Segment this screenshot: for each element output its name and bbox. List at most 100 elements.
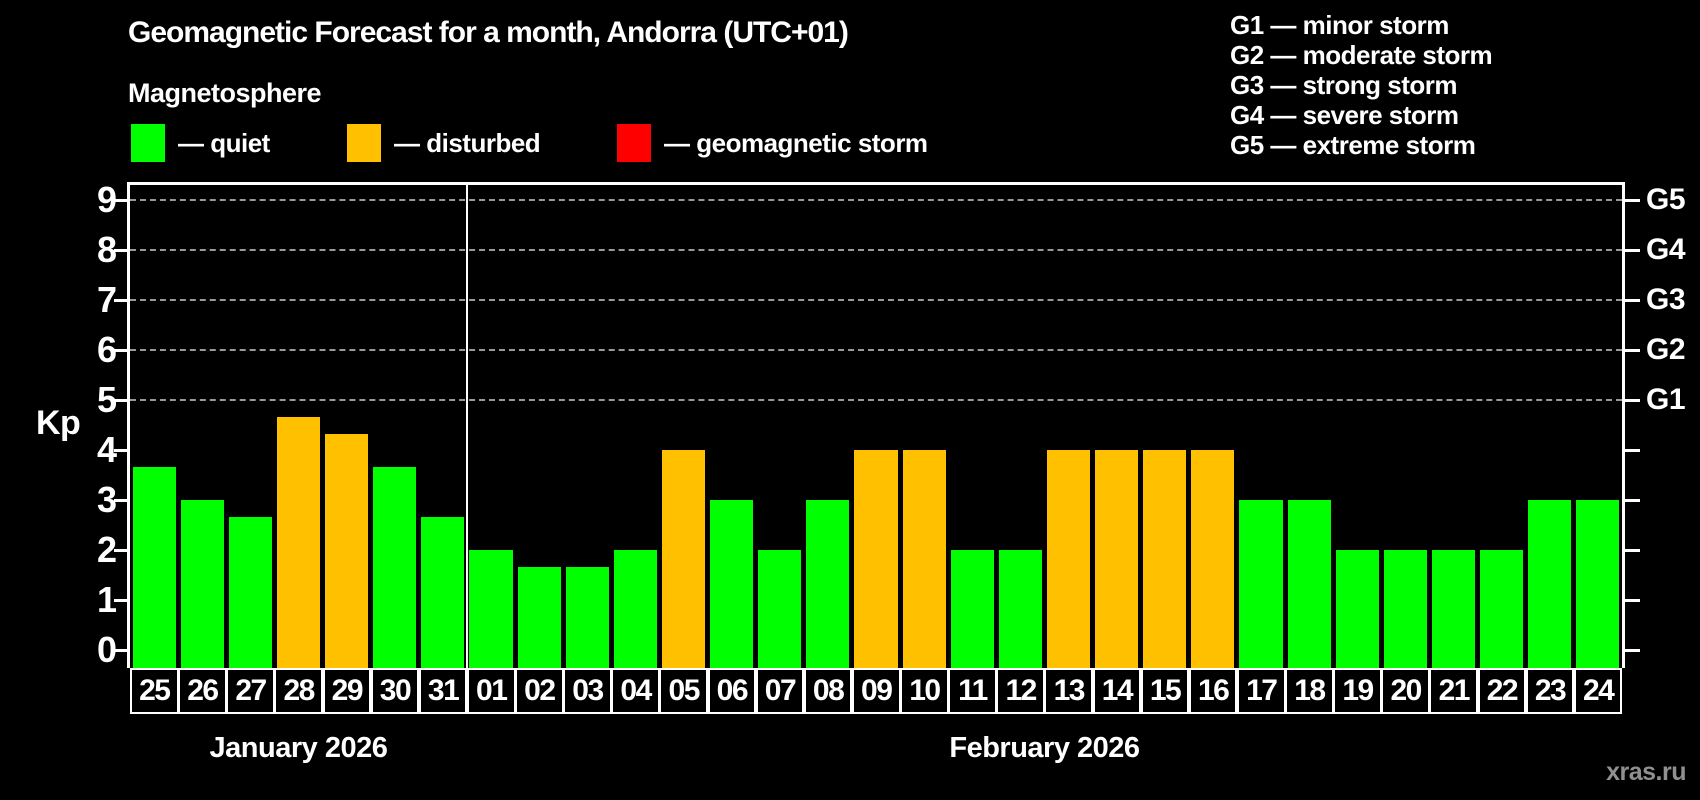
y-tick-label-3: 3 bbox=[96, 479, 117, 520]
day-label-25: 25 bbox=[130, 668, 179, 714]
kp-bar-day-13 bbox=[1046, 450, 1091, 668]
kp-bar-day-26 bbox=[180, 500, 224, 668]
day-label-14: 14 bbox=[1092, 668, 1142, 714]
legend-item-quiet: — quiet bbox=[131, 123, 270, 163]
day-label-10: 10 bbox=[900, 668, 949, 714]
kp-bar-day-18 bbox=[1287, 500, 1331, 668]
y-tick-label-0: 0 bbox=[96, 629, 117, 670]
kp-bar-day-08 bbox=[806, 500, 850, 668]
kp-bar-day-10 bbox=[902, 450, 946, 668]
y-axis-tick-right bbox=[1625, 399, 1640, 402]
page-title: Geomagnetic Forecast for a month, Andorr… bbox=[128, 16, 849, 49]
y-axis-tick-right bbox=[1625, 649, 1640, 652]
day-label-06: 06 bbox=[707, 668, 757, 714]
y-axis-tick-left bbox=[114, 499, 127, 502]
day-label-13: 13 bbox=[1044, 668, 1094, 714]
day-label-26: 26 bbox=[178, 668, 227, 714]
legend-label-storm: — geomagnetic storm bbox=[664, 127, 928, 158]
y-axis-tick-right bbox=[1625, 449, 1640, 452]
y-axis-tick-right bbox=[1625, 249, 1640, 252]
y-axis-tick-left bbox=[114, 249, 127, 252]
storm-scale-line-3: G3 — strong storm bbox=[1230, 70, 1457, 100]
y-tick-label-8: 8 bbox=[96, 229, 117, 270]
day-label-17: 17 bbox=[1236, 668, 1286, 714]
grid-line-kp8 bbox=[130, 249, 1622, 251]
day-label-15: 15 bbox=[1140, 668, 1190, 714]
kp-bar-day-11 bbox=[950, 550, 994, 668]
disturbed-swatch-icon bbox=[347, 124, 381, 162]
y-axis-tick-left bbox=[114, 349, 127, 352]
y-axis-tick-left bbox=[114, 199, 127, 202]
month-divider-line bbox=[465, 185, 468, 668]
kp-bar-day-15 bbox=[1143, 450, 1187, 668]
kp-bar-day-25 bbox=[132, 466, 176, 668]
storm-scale-legend: G1 — minor storm G2 — moderate storm G3 — … bbox=[1230, 10, 1493, 160]
storm-swatch-icon bbox=[617, 124, 651, 162]
kp-bar-day-07 bbox=[758, 550, 802, 668]
grid-line-kp5 bbox=[130, 399, 1622, 401]
day-label-28: 28 bbox=[274, 668, 323, 714]
y-axis-tick-left bbox=[114, 449, 127, 452]
day-label-04: 04 bbox=[611, 668, 660, 714]
day-label-07: 07 bbox=[755, 668, 805, 714]
magnetosphere-label: Magnetosphere bbox=[128, 78, 322, 108]
day-label-08: 08 bbox=[803, 668, 853, 714]
kp-bar-day-06 bbox=[710, 500, 754, 668]
y-axis-tick-left bbox=[114, 649, 127, 652]
day-label-02: 02 bbox=[515, 668, 564, 714]
y-tick-label-6: 6 bbox=[96, 329, 117, 370]
y-axis-tick-right bbox=[1625, 199, 1640, 202]
day-label-27: 27 bbox=[226, 668, 275, 714]
kp-bar-day-05 bbox=[661, 450, 706, 668]
right-axis-label-g2: G2 bbox=[1646, 333, 1686, 366]
y-axis-tick-right bbox=[1625, 599, 1640, 602]
y-tick-label-5: 5 bbox=[96, 379, 117, 420]
kp-bar-day-20 bbox=[1383, 550, 1427, 668]
day-label-22: 22 bbox=[1477, 668, 1527, 714]
quiet-swatch-icon bbox=[131, 124, 165, 162]
kp-bar-day-12 bbox=[998, 550, 1042, 668]
y-axis-tick-left bbox=[114, 599, 127, 602]
storm-scale-line-5: G5 — extreme storm bbox=[1230, 130, 1476, 160]
day-label-29: 29 bbox=[322, 668, 372, 714]
storm-scale-line-4: G4 — severe storm bbox=[1230, 100, 1459, 130]
storm-scale-line-1: G1 — minor storm bbox=[1230, 10, 1449, 40]
y-tick-label-9: 9 bbox=[96, 179, 117, 220]
y-tick-label-1: 1 bbox=[96, 579, 117, 620]
kp-bar-day-03 bbox=[565, 566, 609, 668]
day-label-31: 31 bbox=[418, 668, 468, 714]
y-tick-label-7: 7 bbox=[96, 279, 117, 320]
day-label-05: 05 bbox=[659, 668, 709, 714]
y-axis-tick-left bbox=[114, 399, 127, 402]
kp-bar-day-31 bbox=[421, 516, 465, 668]
y-axis-tick-left bbox=[114, 549, 127, 552]
y-axis-tick-right bbox=[1625, 349, 1640, 352]
legend-item-storm: — geomagnetic storm bbox=[617, 123, 928, 163]
kp-bar-day-21 bbox=[1431, 550, 1476, 668]
kp-bar-day-28 bbox=[276, 416, 320, 668]
kp-bar-day-22 bbox=[1480, 550, 1524, 668]
watermark-xras: xras.ru bbox=[1606, 758, 1686, 786]
right-axis-label-g1: G1 bbox=[1646, 383, 1686, 416]
kp-bar-day-16 bbox=[1191, 450, 1235, 668]
right-axis-label-g3: G3 bbox=[1646, 283, 1686, 316]
month-label-february: February 2026 bbox=[949, 732, 1140, 764]
storm-scale-line-2: G2 — moderate storm bbox=[1230, 40, 1493, 70]
day-label-21: 21 bbox=[1429, 668, 1479, 714]
kp-bar-day-23 bbox=[1528, 500, 1572, 668]
legend-item-disturbed: — disturbed bbox=[347, 123, 541, 163]
kp-bar-day-29 bbox=[325, 433, 369, 668]
grid-line-kp7 bbox=[130, 299, 1622, 301]
kp-bar-day-14 bbox=[1095, 450, 1139, 668]
y-axis-tick-left bbox=[114, 299, 127, 302]
kp-bar-day-19 bbox=[1335, 550, 1379, 668]
y-tick-label-2: 2 bbox=[96, 529, 117, 570]
right-axis-label-g5: G5 bbox=[1646, 183, 1686, 216]
day-label-09: 09 bbox=[851, 668, 901, 714]
day-label-01: 01 bbox=[466, 668, 516, 714]
plot-top-border bbox=[127, 182, 1625, 185]
kp-axis-label: Kp bbox=[36, 404, 81, 442]
grid-line-kp6 bbox=[130, 349, 1622, 351]
kp-bar-day-09 bbox=[854, 450, 898, 668]
